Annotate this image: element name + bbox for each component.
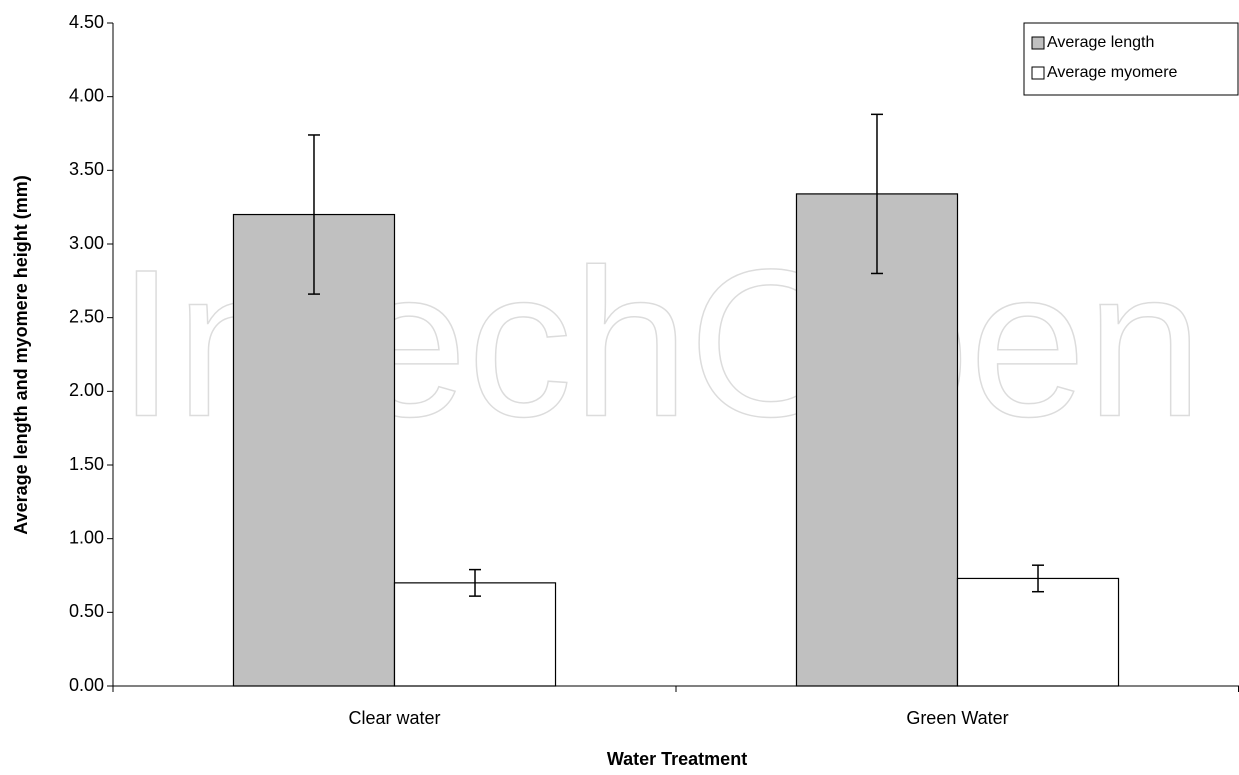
bar [795,193,959,687]
y-tick-label: 2.50 [69,306,104,326]
legend-box [1023,22,1239,96]
y-tick-label: 3.00 [69,233,104,253]
y-tick-label: 4.00 [69,85,104,105]
error-bar [1032,564,1045,593]
y-tick-label: 1.50 [69,454,104,474]
bar [393,582,557,687]
x-tick-label: Clear water [348,708,440,728]
legend-swatch [1031,66,1045,80]
y-tick-label: 2.00 [69,380,104,400]
legend-swatch [1031,36,1045,50]
x-axis-title: Water Treatment [607,749,747,769]
y-tick-label: 0.00 [69,675,104,695]
y-tick-label: 3.50 [69,159,104,179]
y-tick-label: 0.50 [69,601,104,621]
x-tick-label: Green Water [906,708,1008,728]
y-tick-label: 4.50 [69,12,104,32]
bar [956,577,1120,687]
error-bar [307,134,320,295]
legend-label: Average myomere [1047,64,1178,81]
y-tick-label: 1.00 [69,527,104,547]
error-bar [870,113,883,275]
error-bar [469,568,482,597]
y-axis-title: Average length and myomere height (mm) [11,175,31,534]
legend-label: Average length [1047,34,1154,51]
